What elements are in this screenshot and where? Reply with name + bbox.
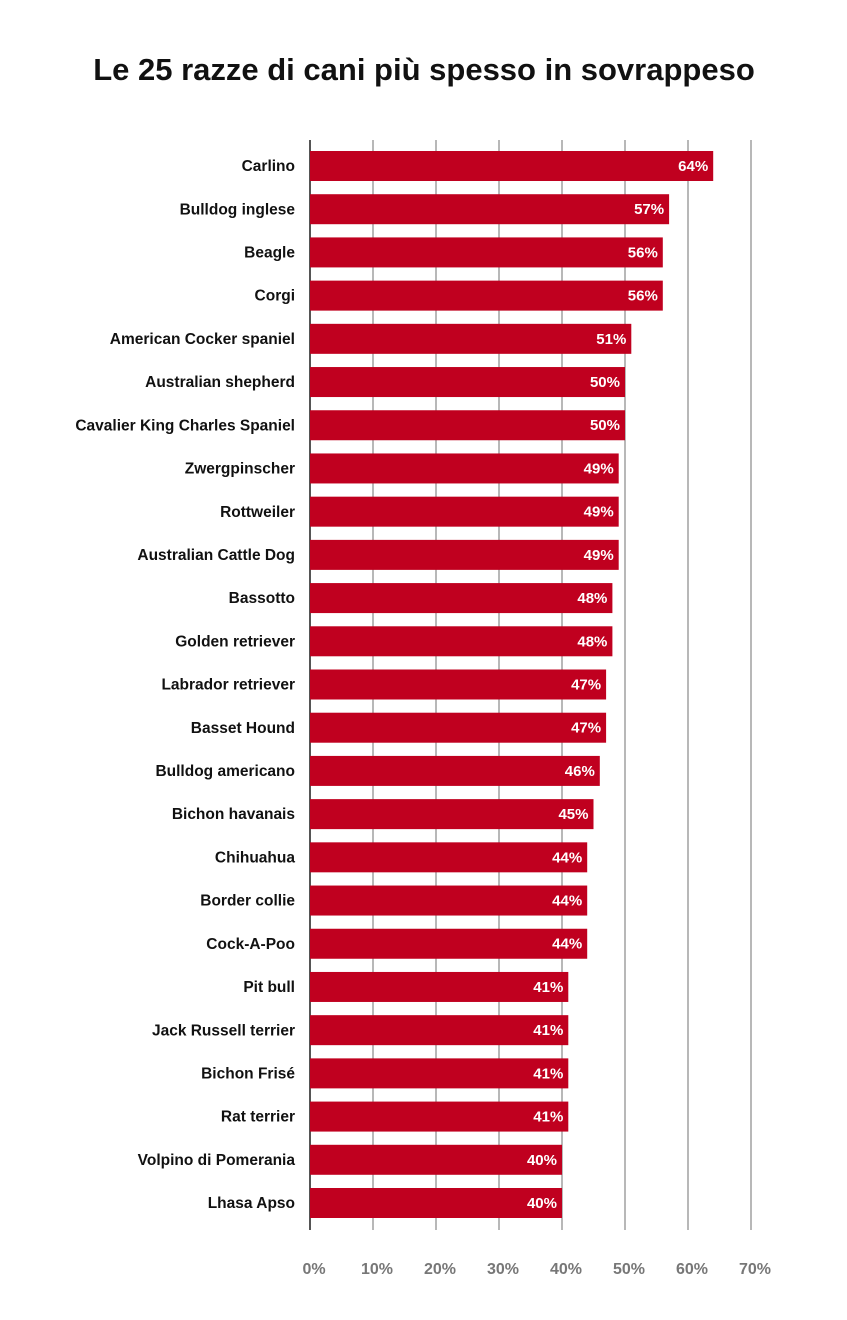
bar — [310, 323, 632, 354]
category-label: Bichon havanais — [172, 806, 295, 823]
x-tick-label: 40% — [550, 1261, 582, 1278]
value-label: 40% — [527, 1152, 557, 1169]
bar — [310, 928, 588, 959]
value-label: 44% — [552, 893, 582, 910]
value-label: 41% — [533, 979, 563, 996]
category-label: American Cocker spaniel — [110, 331, 295, 348]
bar — [310, 1188, 562, 1218]
category-label: Zwergpinscher — [185, 461, 295, 478]
bar — [310, 367, 625, 398]
value-label: 48% — [577, 633, 607, 650]
category-label: Rat terrier — [221, 1109, 295, 1126]
value-label: 47% — [571, 720, 601, 737]
bar — [310, 583, 613, 614]
category-label: Beagle — [244, 245, 295, 262]
value-label: 49% — [584, 547, 614, 564]
bar — [310, 237, 663, 268]
category-label: Labrador retriever — [161, 677, 295, 694]
category-label: Golden retriever — [175, 633, 295, 650]
category-label: Bichon Frisé — [201, 1065, 295, 1082]
category-label: Cavalier King Charles Spaniel — [75, 417, 295, 434]
bar — [310, 1144, 562, 1175]
category-label: Bulldog americano — [155, 763, 295, 780]
x-tick-label: 50% — [613, 1261, 645, 1278]
category-label: Bulldog inglese — [180, 201, 296, 218]
bar — [310, 194, 670, 225]
category-label: Cock-A-Poo — [206, 936, 295, 953]
bar — [310, 1101, 569, 1132]
bar — [310, 712, 607, 743]
category-label: Bassotto — [229, 590, 295, 607]
category-label: Pit bull — [243, 979, 295, 996]
x-tick-label: 30% — [487, 1261, 519, 1278]
value-label: 50% — [590, 374, 620, 391]
bar — [310, 885, 588, 916]
x-tick-label: 60% — [676, 1261, 708, 1278]
category-label: Australian shepherd — [145, 374, 295, 391]
category-label: Border collie — [200, 893, 295, 910]
category-label: Lhasa Apso — [208, 1195, 295, 1212]
value-label: 48% — [577, 590, 607, 607]
value-label: 50% — [590, 417, 620, 434]
category-label: Rottweiler — [220, 504, 295, 521]
bar — [310, 280, 663, 311]
x-tick-label: 10% — [361, 1261, 393, 1278]
value-label: 56% — [628, 244, 658, 261]
value-label: 41% — [533, 1065, 563, 1082]
bar — [310, 842, 588, 873]
bar — [310, 799, 594, 830]
category-label: Carlino — [242, 158, 295, 175]
x-tick-label: 20% — [424, 1261, 456, 1278]
value-label: 41% — [533, 1022, 563, 1039]
x-tick-label: 0% — [302, 1261, 325, 1278]
value-label: 41% — [533, 1109, 563, 1126]
value-label: 40% — [527, 1195, 557, 1212]
value-label: 49% — [584, 460, 614, 477]
category-label: Chihuahua — [215, 849, 295, 866]
value-label: 56% — [628, 288, 658, 305]
bar — [310, 1058, 569, 1089]
value-label: 49% — [584, 504, 614, 521]
value-label: 45% — [558, 806, 588, 823]
chart-title: Le 25 razze di cani più spesso in sovrap… — [93, 52, 755, 87]
category-label: Basset Hound — [191, 720, 295, 737]
value-label: 44% — [552, 849, 582, 866]
bar — [310, 151, 714, 181]
bar — [310, 626, 613, 657]
value-label: 44% — [552, 936, 582, 953]
bar — [310, 1015, 569, 1046]
value-label: 51% — [596, 331, 626, 348]
category-label: Volpino di Pomerania — [138, 1152, 296, 1169]
category-label: Corgi — [255, 288, 295, 305]
value-label: 47% — [571, 676, 601, 693]
x-tick-label: 70% — [739, 1261, 771, 1278]
value-label: 57% — [634, 201, 664, 218]
bar — [310, 669, 607, 700]
bar — [310, 971, 569, 1002]
category-label: Jack Russell terrier — [152, 1022, 295, 1039]
bar — [310, 410, 625, 441]
category-label: Australian Cattle Dog — [137, 547, 295, 564]
value-label: 46% — [565, 763, 595, 780]
bar — [310, 539, 619, 570]
bar — [310, 496, 619, 527]
bar — [310, 755, 600, 786]
value-label: 64% — [678, 158, 708, 175]
bar — [310, 453, 619, 484]
